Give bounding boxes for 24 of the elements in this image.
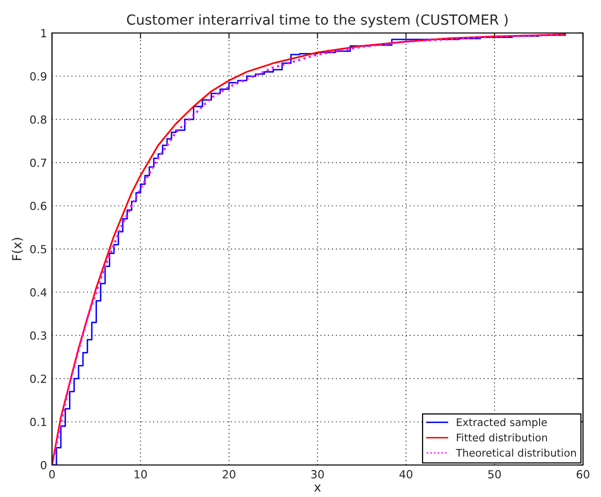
y-tick-label: 0.2 [30, 374, 46, 383]
x-tick-label: 30 [311, 470, 324, 478]
y-tick-label: 0.4 [30, 288, 47, 297]
y-tick-label: 0 [40, 460, 46, 470]
y-tick-label: 0.9 [30, 72, 46, 81]
x-tick-label: 20 [222, 470, 236, 478]
x-tick-label: 50 [488, 470, 501, 478]
y-tick-label: 0.1 [30, 418, 46, 426]
x-tick-label: 0 [49, 470, 55, 478]
y-tick-label: 0.5 [30, 244, 46, 254]
x-tick-label: 60 [576, 470, 590, 478]
y-tick-label: 0.8 [30, 115, 46, 124]
legend-label: Fitted distribution [456, 433, 547, 442]
x-axis-title: x [314, 484, 321, 492]
x-tick-label: 40 [399, 470, 412, 478]
legend-label: Extracted sample [456, 418, 547, 428]
legend-label: Theoretical distribution [456, 448, 576, 457]
chart-title: Customer interarrival time to the system (CUSTOMER ) [127, 14, 508, 28]
y-tick-label: 0.3 [30, 331, 46, 340]
y-tick-label: 0.6 [30, 202, 46, 210]
y-tick-label: 1 [41, 29, 46, 38]
y-tick-label: 0.7 [30, 158, 46, 167]
y-axis-title: F(x) [12, 238, 23, 260]
x-tick-label: 10 [134, 470, 147, 478]
